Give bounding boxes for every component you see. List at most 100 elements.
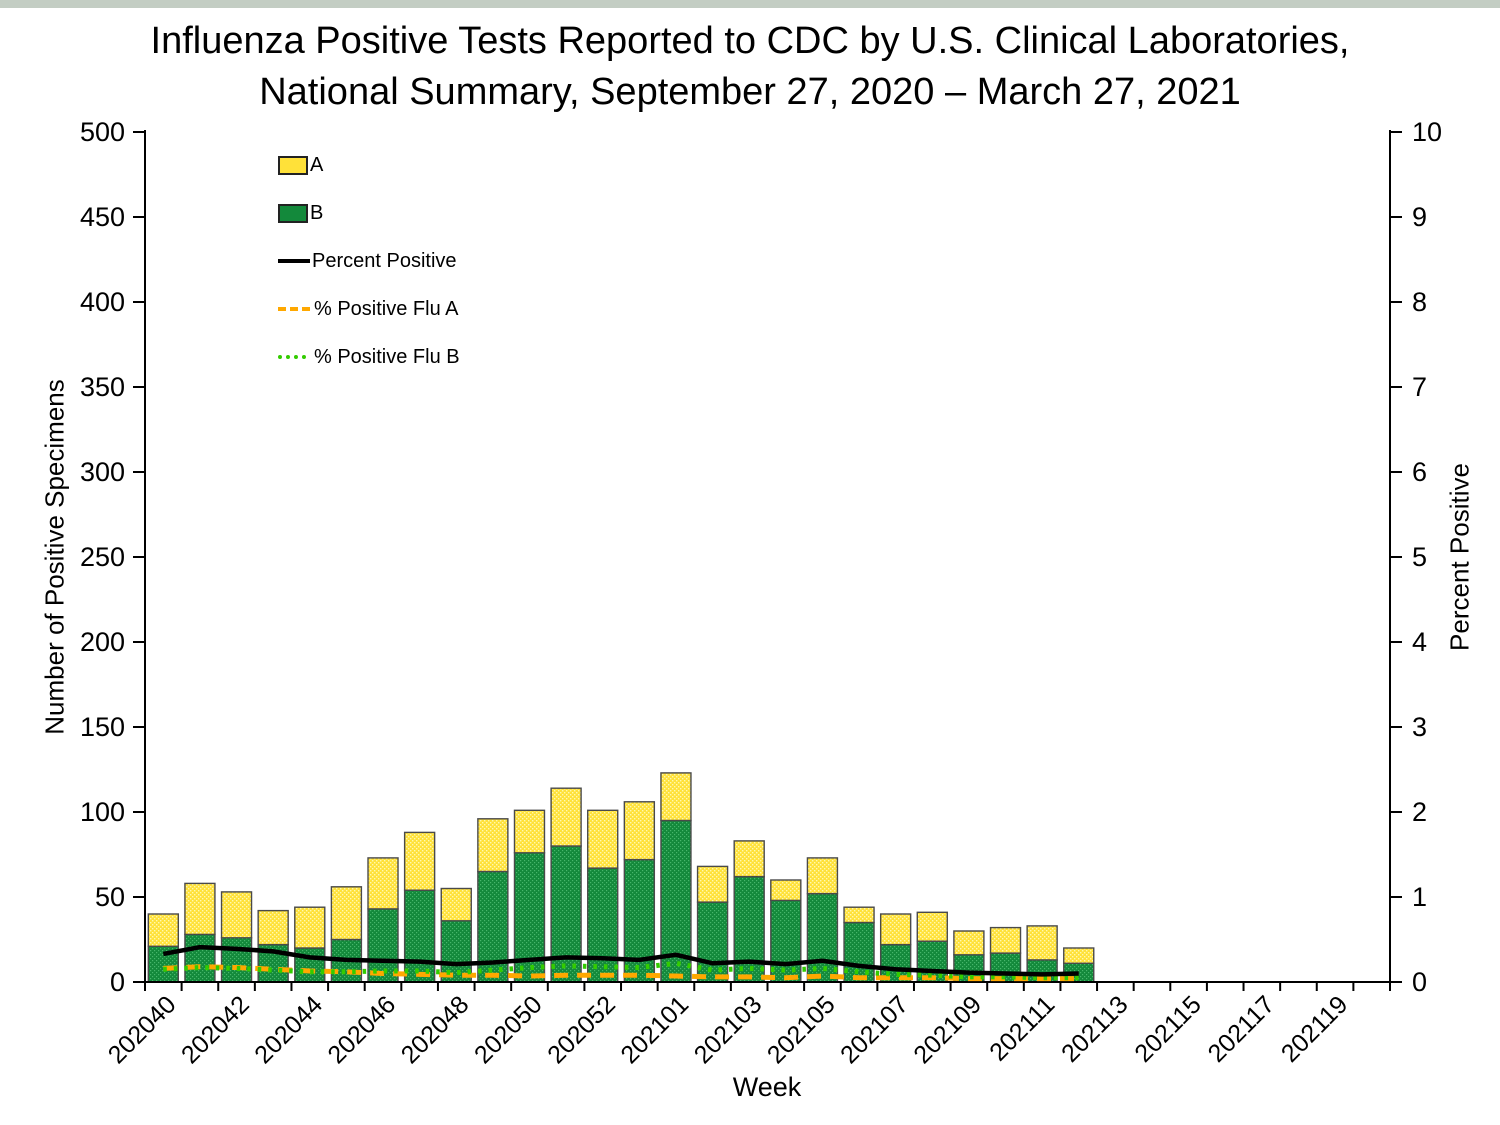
percent-positive-line-icon (278, 259, 310, 263)
x-tick-label: 202109 (908, 990, 987, 1069)
y-right-tick-label: 9 (1412, 202, 1427, 232)
bar-segment-a-202045 (330, 886, 363, 941)
bar-segment-b-202103 (733, 875, 765, 983)
y-right-tick-label: 10 (1412, 117, 1442, 147)
y-right-tick-label: 8 (1412, 287, 1427, 317)
x-tick-label: 202101 (615, 990, 694, 1069)
bar-segment-b-202042 (220, 937, 253, 983)
y-right-tick-label: 2 (1412, 797, 1427, 827)
bar-segment-a-202049 (477, 818, 509, 873)
bar-segment-a-202104 (770, 879, 802, 902)
bar-segment-a-202042 (220, 891, 253, 939)
legend-item-pct-flu-a: % Positive Flu A (278, 285, 460, 333)
bar-segment-b-202104 (770, 899, 802, 983)
bar-segment-b-202044 (294, 947, 326, 983)
bar-segment-b-202105 (806, 892, 839, 983)
y-right-tick-label: 3 (1412, 712, 1427, 742)
bar-segment-a-202047 (403, 831, 436, 891)
x-tick-label: 202117 (1203, 990, 1280, 1067)
bar-segment-a-202102 (696, 865, 729, 903)
y-right-tick-label: 7 (1412, 372, 1427, 402)
x-tick-label: 202042 (176, 990, 255, 1069)
y-left-tick-label: 100 (80, 797, 125, 827)
y-right-axis-title: Percent Positive (1444, 463, 1475, 651)
legend-item-flu-b: B (278, 189, 460, 237)
y-left-tick-label: 450 (80, 202, 125, 232)
y-right-tick-label: 5 (1412, 542, 1427, 572)
y-right-tick-label: 1 (1412, 882, 1427, 912)
x-tick-label: 202048 (396, 990, 475, 1069)
legend-label: B (310, 201, 324, 224)
y-left-tick-label: 400 (80, 287, 125, 317)
bar-segment-a-202043 (257, 909, 289, 946)
x-tick-label: 202115 (1129, 990, 1206, 1067)
y-left-tick-label: 50 (95, 882, 125, 912)
y-left-tick-label: 350 (80, 372, 125, 402)
x-tick-label: 202103 (689, 990, 768, 1069)
bar-segment-a-202107 (879, 913, 912, 946)
legend-item-percent-positive: Percent Positive (278, 237, 460, 285)
x-tick-label: 202107 (835, 990, 914, 1069)
y-left-tick-label: 150 (80, 712, 125, 742)
legend-label: A (310, 153, 324, 176)
bar-segment-a-202041 (184, 882, 216, 936)
chart-title-line2: National Summary, September 27, 2020 – M… (259, 71, 1241, 113)
y-left-tick-label: 250 (80, 542, 125, 572)
bar-segment-a-202044 (294, 906, 326, 949)
legend-item-pct-flu-b: % Positive Flu B (278, 333, 460, 381)
bar-segment-a-202101 (660, 772, 692, 822)
y-right-tick-label: 4 (1412, 627, 1427, 657)
chart-legend: A B Percent Positive % Positive Flu A % … (278, 141, 460, 381)
x-tick-label: 202111 (984, 990, 1060, 1066)
bar-segment-b-202051 (550, 845, 582, 983)
bar-segment-a-202052 (587, 809, 619, 869)
x-tick-label: 202046 (322, 990, 401, 1069)
x-tick-label: 202040 (103, 990, 182, 1069)
legend-item-flu-a: A (278, 141, 460, 189)
x-tick-label: 202105 (762, 990, 841, 1069)
pct-flu-a-dashed-line-icon (278, 307, 310, 311)
bar-segment-b-202106 (843, 921, 875, 983)
bar-segment-b-202041 (184, 933, 216, 983)
bar-segment-b-202052 (587, 867, 619, 983)
flu-a-swatch-icon (278, 155, 308, 175)
x-tick-label: 202044 (249, 990, 328, 1069)
bar-segment-a-202048 (440, 887, 472, 922)
bar-segment-a-202103 (733, 840, 765, 878)
bar-segment-a-202112 (1063, 947, 1095, 965)
x-tick-label: 202050 (469, 990, 548, 1069)
x-tick-label: 202052 (542, 990, 621, 1069)
stacked-bars (147, 772, 1095, 983)
bar-segment-a-202106 (843, 906, 875, 924)
bar-segment-a-202110 (989, 926, 1022, 954)
pct-flu-b-dotted-line-icon (278, 355, 306, 359)
bar-segment-a-202050 (513, 809, 546, 854)
x-tick-label: 202113 (1056, 990, 1133, 1067)
y-right-tick-label: 0 (1412, 967, 1427, 997)
bar-segment-a-202051 (550, 787, 582, 847)
legend-label: % Positive Flu A (314, 297, 459, 320)
x-tick-label: 202119 (1276, 990, 1353, 1067)
bar-segment-b-202047 (403, 889, 436, 983)
bar-segment-a-202105 (806, 857, 839, 895)
bar-segment-b-202102 (696, 901, 729, 983)
legend-label: Percent Positive (312, 249, 457, 272)
legend-label: % Positive Flu B (314, 345, 460, 368)
y-left-tick-label: 300 (80, 457, 125, 487)
bar-segment-b-202053 (623, 858, 656, 983)
flu-b-swatch-icon (278, 203, 308, 223)
chart-title-line1: Influenza Positive Tests Reported to CDC… (150, 20, 1350, 62)
y-left-tick-label: 200 (80, 627, 125, 657)
y-left-tick-label: 0 (110, 967, 125, 997)
percent-positive-line (162, 944, 1079, 977)
bar-segment-a-202046 (367, 857, 399, 910)
x-axis-title: Week (732, 1072, 802, 1102)
bar-segment-a-202109 (953, 930, 985, 956)
window-top-edge (0, 0, 1500, 8)
bar-segment-b-202048 (440, 920, 472, 983)
bar-segment-b-202049 (477, 870, 509, 983)
bar-segment-a-202040 (147, 913, 180, 947)
chart-title: Influenza Positive Tests Reported to CDC… (0, 16, 1500, 118)
y-left-axis-title: Number of Positive Specimens (39, 379, 70, 735)
